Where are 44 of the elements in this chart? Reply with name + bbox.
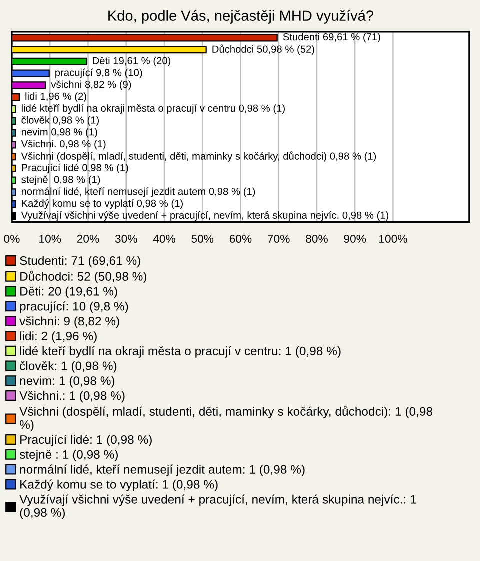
data-label: Děti 19,61 % (20) xyxy=(93,56,171,66)
x-tick-label: 50% xyxy=(192,234,214,244)
legend-label: stejně : 1 (0,98 %) xyxy=(20,450,118,462)
x-tick-label: 0% xyxy=(4,234,20,244)
x-tick-label: 70% xyxy=(268,234,290,244)
x-tick-label: 90% xyxy=(344,234,366,244)
legend-label: Využívají všichni výše uvedení + pracující, nevím, která skupina nejvíc.: 1 (0,98 %) xyxy=(20,494,416,520)
x-tick-label: 40% xyxy=(153,234,176,244)
x-tick-label: 80% xyxy=(306,234,328,244)
legend-label: Všichni.: 1 (0,98 %) xyxy=(20,391,125,403)
data-label: Důchodci 50,98 % (52) xyxy=(212,44,314,55)
data-label: Všichni. 0,98 % (1) xyxy=(21,140,106,150)
legend-label: Každý komu se to vyplatí: 1 (0,98 %) xyxy=(20,480,218,492)
x-tick-label: 20% xyxy=(77,234,100,244)
data-label: Studenti 69,61 % (71) xyxy=(283,33,380,43)
data-label: Využívají všichni výše uvedení + pracující, nevím, která skupina nejvíc. 0,98 % (1) xyxy=(21,211,389,221)
legend-label: všichni: 9 (8,82 %) xyxy=(20,316,120,328)
data-label: Pracující lidé 0,98 % (1) xyxy=(22,164,128,174)
data-label: člověk 0,98 % (1) xyxy=(22,116,99,126)
legend-label: lidi: 2 (1,96 %) xyxy=(20,332,97,343)
data-label: lidi 1,96 % (2) xyxy=(26,92,86,102)
legend-label: lidé kteří bydlí na okraji města o pracují v centru: 1 (0,98 %) xyxy=(20,346,341,358)
legend-label: Studenti: 71 (69,61 %) xyxy=(20,256,140,268)
data-label: stejně 0,98 % (1) xyxy=(22,176,100,186)
data-label: normální lidé, kteří nemusejí jezdit autem 0,98 % (1) xyxy=(22,188,256,198)
data-label: Každý komu se to vyplatí 0,98 % (1) xyxy=(22,200,183,210)
legend-label: Všichni (dospělí, mladí, studenti, děti, maminky s kočárky, důchodci): 1 (0,98 %) xyxy=(20,406,432,432)
x-tick-label: 100% xyxy=(380,234,408,244)
legend-label: normální lidé, kteří nemusejí jezdit autem: 1 (0,98 %) xyxy=(20,464,305,476)
x-tick-label: 30% xyxy=(115,234,138,244)
data-label: nevim 0,98 % (1) xyxy=(22,128,98,138)
legend-label: Pracující lidé: 1 (0,98 %) xyxy=(20,434,152,447)
legend-label: Důchodci: 52 (50,98 %) xyxy=(20,270,147,284)
legend-label: člověk: 1 (0,98 %) xyxy=(20,361,117,373)
legend-label: Děti: 20 (19,61 %) xyxy=(20,286,118,298)
chart-title: Kdo, podle Vás, nejčastěji MHD využívá? xyxy=(108,10,374,24)
legend-label: nevim: 1 (0,98 %) xyxy=(20,376,115,388)
data-label: všichni 8,82 % (9) xyxy=(51,80,132,90)
data-label: lidé kteří bydlí na okraji města o pracují v centru 0,98 % (1) xyxy=(22,104,285,114)
data-label: pracující 9,8 % (10) xyxy=(56,68,142,78)
legend-label: pracující: 10 (9,8 %) xyxy=(20,302,128,314)
data-label: Všichni (dospělí, mladí, studenti, děti, maminky s kočárky, důchodci) 0,98 % (1) xyxy=(21,152,376,162)
x-tick-label: 60% xyxy=(230,234,252,244)
x-tick-label: 10% xyxy=(40,234,62,244)
